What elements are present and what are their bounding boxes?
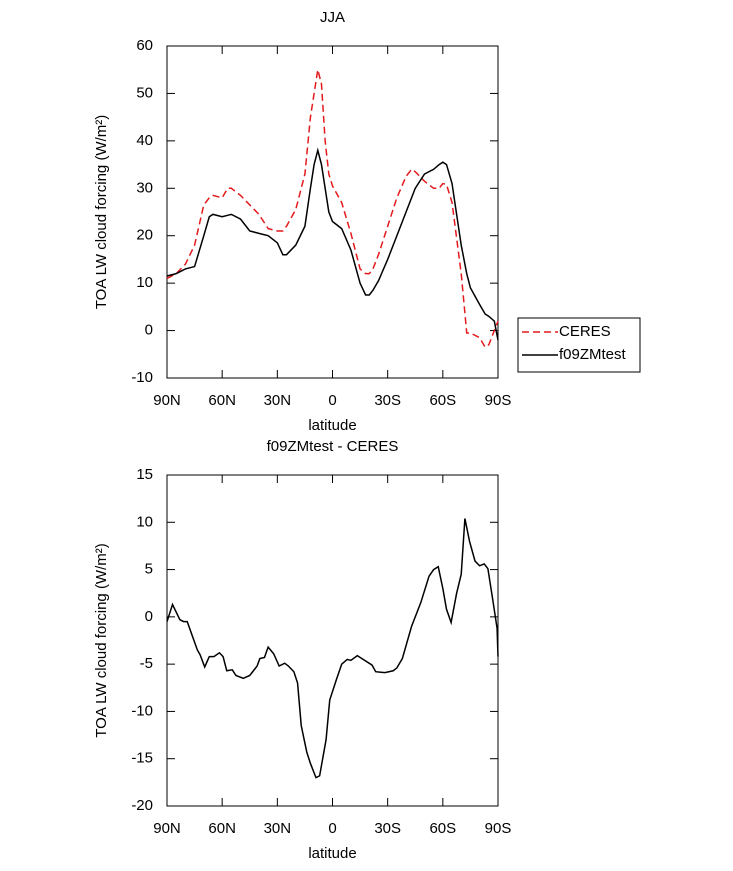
x-tick-label: 30N [264,820,292,837]
x-tick-label: 60S [429,820,456,837]
y-tick-label: 15 [136,466,153,483]
legend-box [517,317,641,373]
y-tick-label: -10 [131,702,153,719]
x-axis-label: latitude [308,845,356,862]
x-tick-label: 30N [264,392,292,409]
chart-title: f09ZMtest - CERES [267,438,399,455]
x-tick-label: 30S [374,392,401,409]
y-tick-label: 30 [136,179,153,196]
y-tick-label: -5 [140,655,153,672]
x-tick-label: 60N [208,392,236,409]
x-tick-label: 60N [208,820,236,837]
y-tick-label: 10 [136,513,153,530]
y-tick-label: 60 [136,37,153,54]
y-axis-label: TOA LW cloud forcing (W/m²) [93,115,110,309]
series-line [166,518,499,779]
x-tick-label: 90N [153,392,181,409]
series-line [166,69,499,349]
legend-label: CERES [559,323,611,340]
legend-label: f09ZMtest [559,346,627,363]
y-tick-label: 50 [136,84,153,101]
plot-frame [166,45,499,379]
series-line [166,147,499,341]
y-tick-label: -15 [131,750,153,767]
y-tick-label: 40 [136,132,153,149]
x-tick-label: 60S [429,392,456,409]
chart-title: JJA [320,9,345,26]
x-tick-label: 0 [328,392,336,409]
x-tick-label: 90N [153,820,181,837]
y-tick-label: -20 [131,797,153,814]
x-tick-label: 0 [328,820,336,837]
y-tick-label: -10 [131,369,153,386]
y-tick-label: 5 [145,561,153,578]
x-tick-label: 30S [374,820,401,837]
x-axis-label: latitude [308,417,356,434]
x-tick-label: 90S [485,820,512,837]
y-tick-label: 10 [136,274,153,291]
plot-frame [166,474,499,807]
y-axis-label: TOA LW cloud forcing (W/m²) [93,543,110,737]
y-tick-label: 0 [145,322,153,339]
y-tick-label: 0 [145,608,153,625]
y-tick-label: 20 [136,227,153,244]
x-tick-label: 90S [485,392,512,409]
